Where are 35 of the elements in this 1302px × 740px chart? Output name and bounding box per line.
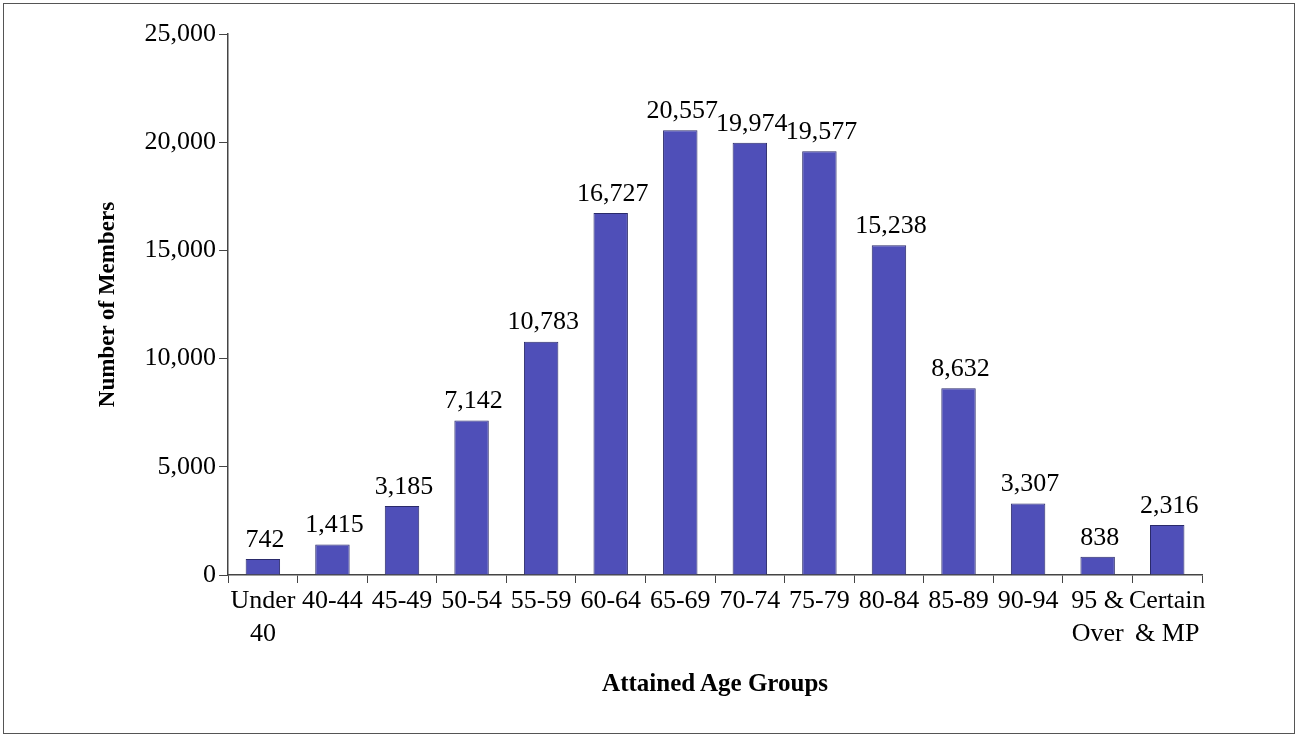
x-tick-label: 60-64 xyxy=(580,585,642,615)
x-tick-label: 45-49 xyxy=(371,585,433,615)
data-label: 8,632 xyxy=(931,353,990,383)
x-tick-label: 75-79 xyxy=(789,585,850,615)
y-tick-label: 0 xyxy=(203,558,217,588)
y-tick-label: 15,000 xyxy=(144,234,217,264)
data-label: 20,557 xyxy=(646,94,719,124)
y-tick-label: 20,000 xyxy=(144,126,217,156)
y-tick-label: 10,000 xyxy=(144,342,217,372)
x-tick-label: 40-44 xyxy=(302,585,363,615)
data-label: 7,142 xyxy=(444,385,503,415)
y-tick-label: 25,000 xyxy=(144,17,217,47)
data-label: 3,307 xyxy=(1000,468,1060,498)
data-label: 3,185 xyxy=(374,470,434,500)
y-axis-title: Number of Members xyxy=(93,201,119,408)
x-tick-label: Under 40 xyxy=(230,585,296,647)
x-tick-label: 55-59 xyxy=(510,585,572,615)
x-tick-label: 80-84 xyxy=(858,585,920,615)
y-tick-label: 5,000 xyxy=(157,450,217,480)
data-label: 1,415 xyxy=(305,509,364,539)
x-tick-label: 70-74 xyxy=(719,585,781,615)
x-tick-label: 95 & Over xyxy=(1071,585,1125,647)
data-label: 19,974 xyxy=(716,107,788,137)
x-tick-label: Certain & MP xyxy=(1128,585,1206,647)
data-label: 16,727 xyxy=(576,177,649,207)
x-axis-title: Attained Age Groups xyxy=(602,669,829,697)
x-tick-label: 90-94 xyxy=(997,585,1059,615)
x-tick-label: 65-69 xyxy=(649,585,711,615)
x-tick-label: 50-54 xyxy=(441,585,502,615)
data-label: 15,238 xyxy=(855,210,927,240)
data-label: 2,316 xyxy=(1139,489,1199,519)
x-tick-label: 85-89 xyxy=(928,585,989,615)
data-label: 10,783 xyxy=(507,306,579,336)
data-label: 838 xyxy=(1080,521,1120,551)
data-label: 742 xyxy=(245,523,285,553)
